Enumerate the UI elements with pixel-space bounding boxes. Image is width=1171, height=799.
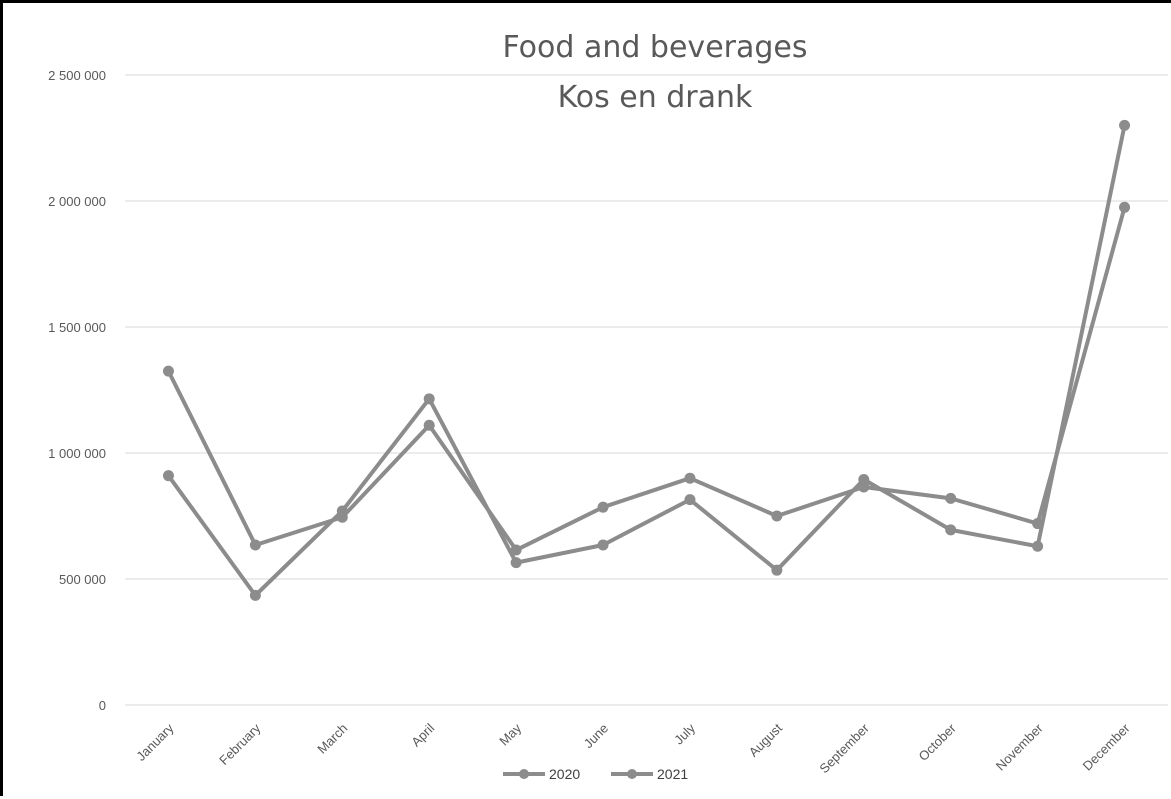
data-point (945, 492, 957, 504)
series-2020 (162, 201, 1131, 556)
legend-item: 2021 (611, 766, 688, 782)
data-point (162, 470, 174, 482)
series-line (166, 205, 1127, 553)
y-tick-label: 1 500 000 (48, 320, 106, 335)
x-tick-label: February (216, 720, 264, 768)
gridlines (125, 74, 1168, 706)
x-tick-label: December (1080, 720, 1133, 773)
legend: 2020 2021 (503, 766, 688, 782)
data-point (249, 589, 261, 601)
x-tick-label: July (671, 720, 698, 747)
data-point (510, 557, 522, 569)
chart-title: Food and beverages (502, 30, 807, 65)
series-layer (162, 119, 1131, 601)
legend-label: 2021 (657, 766, 688, 782)
y-tick-label: 1 000 000 (48, 446, 106, 461)
data-point (684, 494, 696, 506)
x-tick-label: April (408, 720, 437, 749)
y-tick-label: 0 (99, 698, 106, 713)
legend-label: 2020 (549, 766, 580, 782)
series-line (166, 123, 1127, 598)
legend-swatch-marker (627, 769, 637, 779)
data-point (684, 472, 696, 484)
data-point (1119, 201, 1131, 213)
x-tick-label: June (581, 721, 612, 752)
data-point (423, 419, 435, 431)
data-point (597, 539, 609, 551)
x-tick-label: October (916, 720, 960, 764)
y-tick-label: 2 500 000 (48, 68, 106, 83)
y-axis-ticks: 0 500 000 1 000 000 1 500 000 2 000 000 2 500… (48, 68, 106, 713)
x-tick-label: May (496, 720, 524, 748)
legend-swatch-marker (519, 769, 529, 779)
data-point (771, 564, 783, 576)
data-point (945, 524, 957, 536)
legend-item: 2020 (503, 766, 580, 782)
chart-subtitle: Kos en drank (558, 80, 753, 115)
data-point (858, 473, 870, 485)
series-2021 (162, 119, 1131, 601)
data-point (597, 501, 609, 513)
data-point (771, 510, 783, 522)
line-chart: Food and beverages Kos en drank 0 500 000… (48, 30, 1168, 782)
data-point (249, 539, 261, 551)
data-point (162, 365, 174, 377)
data-point (336, 505, 348, 517)
y-tick-label: 2 000 000 (48, 194, 106, 209)
data-point (423, 393, 435, 405)
x-tick-label: September (816, 720, 872, 776)
data-point (510, 544, 522, 556)
x-tick-label: August (746, 720, 785, 759)
x-tick-label: November (993, 720, 1046, 773)
x-tick-label: January (133, 720, 177, 764)
y-tick-label: 500 000 (59, 572, 106, 587)
x-tick-label: March (314, 721, 350, 757)
x-axis-ticks: January February March April May June July Augu… (133, 720, 1133, 776)
data-point (1032, 540, 1044, 552)
data-point (1119, 119, 1131, 131)
